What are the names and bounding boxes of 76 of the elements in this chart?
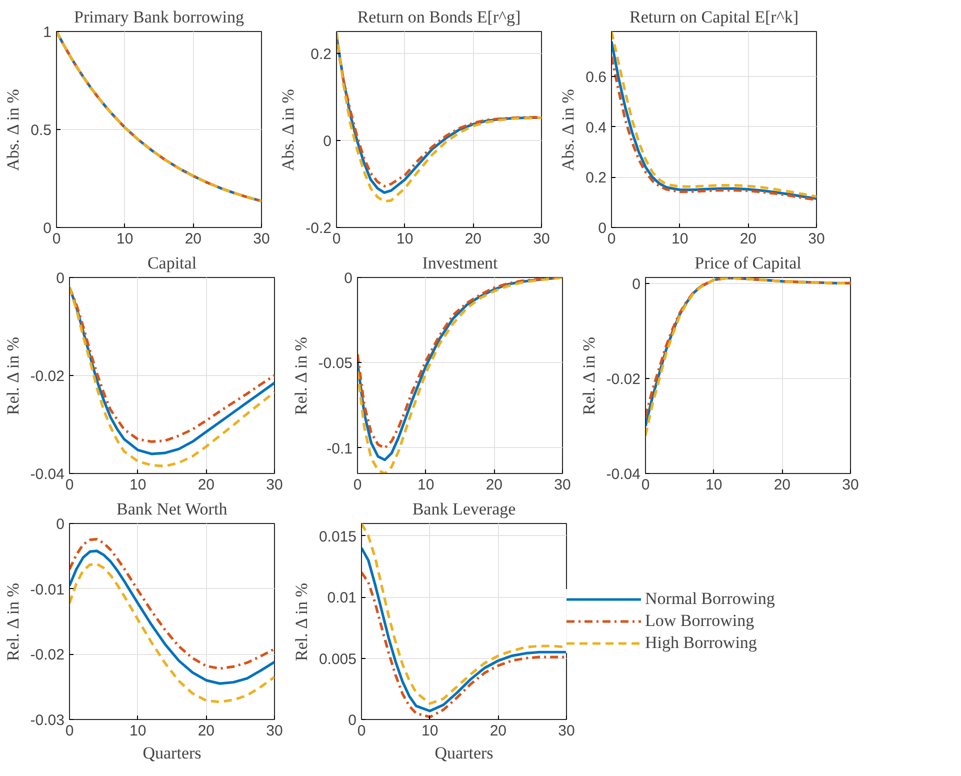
x-tick-label: 20 <box>774 476 791 494</box>
y-tick-label: 0 <box>56 516 64 533</box>
y-tick-label: 0.2 <box>586 170 607 187</box>
y-tick-label: 0 <box>43 220 52 237</box>
y-tick-label: -0.05 <box>318 355 353 372</box>
x-tick-label: 10 <box>417 476 434 494</box>
x-tick-label: 30 <box>554 476 571 494</box>
y-tick-label: -0.2 <box>306 220 332 237</box>
y-tick-label: -0.04 <box>30 466 65 483</box>
y-tick-label: -0.02 <box>30 646 65 664</box>
x-tick-label: 30 <box>266 722 283 740</box>
x-tick-label: 30 <box>253 230 270 248</box>
x-axis-title: Quarters <box>142 744 202 762</box>
y-tick-label: 0.6 <box>586 69 607 86</box>
x-tick-label: 20 <box>198 476 215 494</box>
line-series <box>70 562 274 704</box>
x-tick-label: 20 <box>740 230 757 248</box>
y-axis-title: Abs. Δ in % <box>4 89 23 171</box>
y-axis-title: Rel. Δ in % <box>292 582 311 661</box>
y-tick-label: 0.01 <box>327 590 357 606</box>
line-series <box>70 550 274 685</box>
legend-label: Normal Borrowing <box>645 589 775 609</box>
y-tick-label: -0.04 <box>606 466 641 483</box>
y-tick-label: 0 <box>323 132 332 150</box>
x-tick-label: 10 <box>129 476 146 494</box>
x-tick-label: 20 <box>486 476 503 494</box>
chart-title: Return on Bonds E[r^g] <box>357 8 521 26</box>
y-tick-label: 0.2 <box>310 46 332 63</box>
line-series <box>362 546 566 712</box>
chart-title: Capital <box>147 254 197 272</box>
y-tick-label: 0 <box>344 270 352 287</box>
chart-title: Primary Bank borrowing <box>74 8 244 26</box>
x-tick-label: 20 <box>464 230 482 248</box>
y-tick-label: 0.015 <box>318 528 357 546</box>
y-tick-label: -0.02 <box>606 371 641 388</box>
x-tick-label: 10 <box>129 722 146 740</box>
y-axis-title: Rel. Δ in % <box>3 582 22 661</box>
x-tick-label: 20 <box>490 722 507 740</box>
x-axis-title: Quarters <box>434 744 494 762</box>
line-series <box>70 538 274 670</box>
legend-label: Low Borrowing <box>645 611 754 631</box>
chart-title: Return on Capital E[r^k] <box>630 8 798 26</box>
y-tick-label: 0 <box>632 276 640 294</box>
y-tick-label: -0.01 <box>30 581 65 598</box>
y-tick-label: -0.1 <box>326 440 353 458</box>
y-axis-title: Rel. Δ in % <box>3 336 22 415</box>
y-tick-label: 0.5 <box>30 122 52 139</box>
x-tick-label: 30 <box>842 476 859 494</box>
y-tick-label: 0 <box>56 270 64 287</box>
x-tick-label: 10 <box>705 476 722 494</box>
legend-label: High Borrowing <box>645 633 757 653</box>
y-tick-label: 0 <box>348 712 356 729</box>
x-tick-label: 10 <box>671 230 688 248</box>
y-tick-label: -0.03 <box>30 712 65 729</box>
y-tick-label: 0 <box>598 220 606 237</box>
x-tick-label: 10 <box>116 230 134 248</box>
y-axis-title: Abs. Δ in % <box>558 89 578 171</box>
x-tick-label: 30 <box>558 722 575 740</box>
x-tick-label: 10 <box>396 230 414 248</box>
chart-title: Investment <box>422 254 498 272</box>
y-tick-label: -0.02 <box>30 368 65 385</box>
y-axis-title: Abs. Δ in % <box>278 89 298 171</box>
x-tick-label: 30 <box>533 230 550 248</box>
x-tick-label: 20 <box>184 230 202 248</box>
chart-title: Bank Leverage <box>412 500 516 518</box>
x-tick-label: 10 <box>421 722 438 740</box>
y-tick-label: 0.4 <box>586 119 607 136</box>
y-tick-label: 1 <box>43 24 52 41</box>
x-tick-label: 30 <box>266 476 283 494</box>
x-tick-label: 20 <box>198 722 215 740</box>
x-tick-label: 30 <box>808 230 825 248</box>
y-tick-label: 0.005 <box>318 650 357 668</box>
chart-title: Bank Net Worth <box>116 500 228 518</box>
y-axis-title: Rel. Δ in % <box>291 336 310 415</box>
y-axis-title: Rel. Δ in % <box>579 336 598 415</box>
chart-title: Price of Capital <box>694 254 802 272</box>
